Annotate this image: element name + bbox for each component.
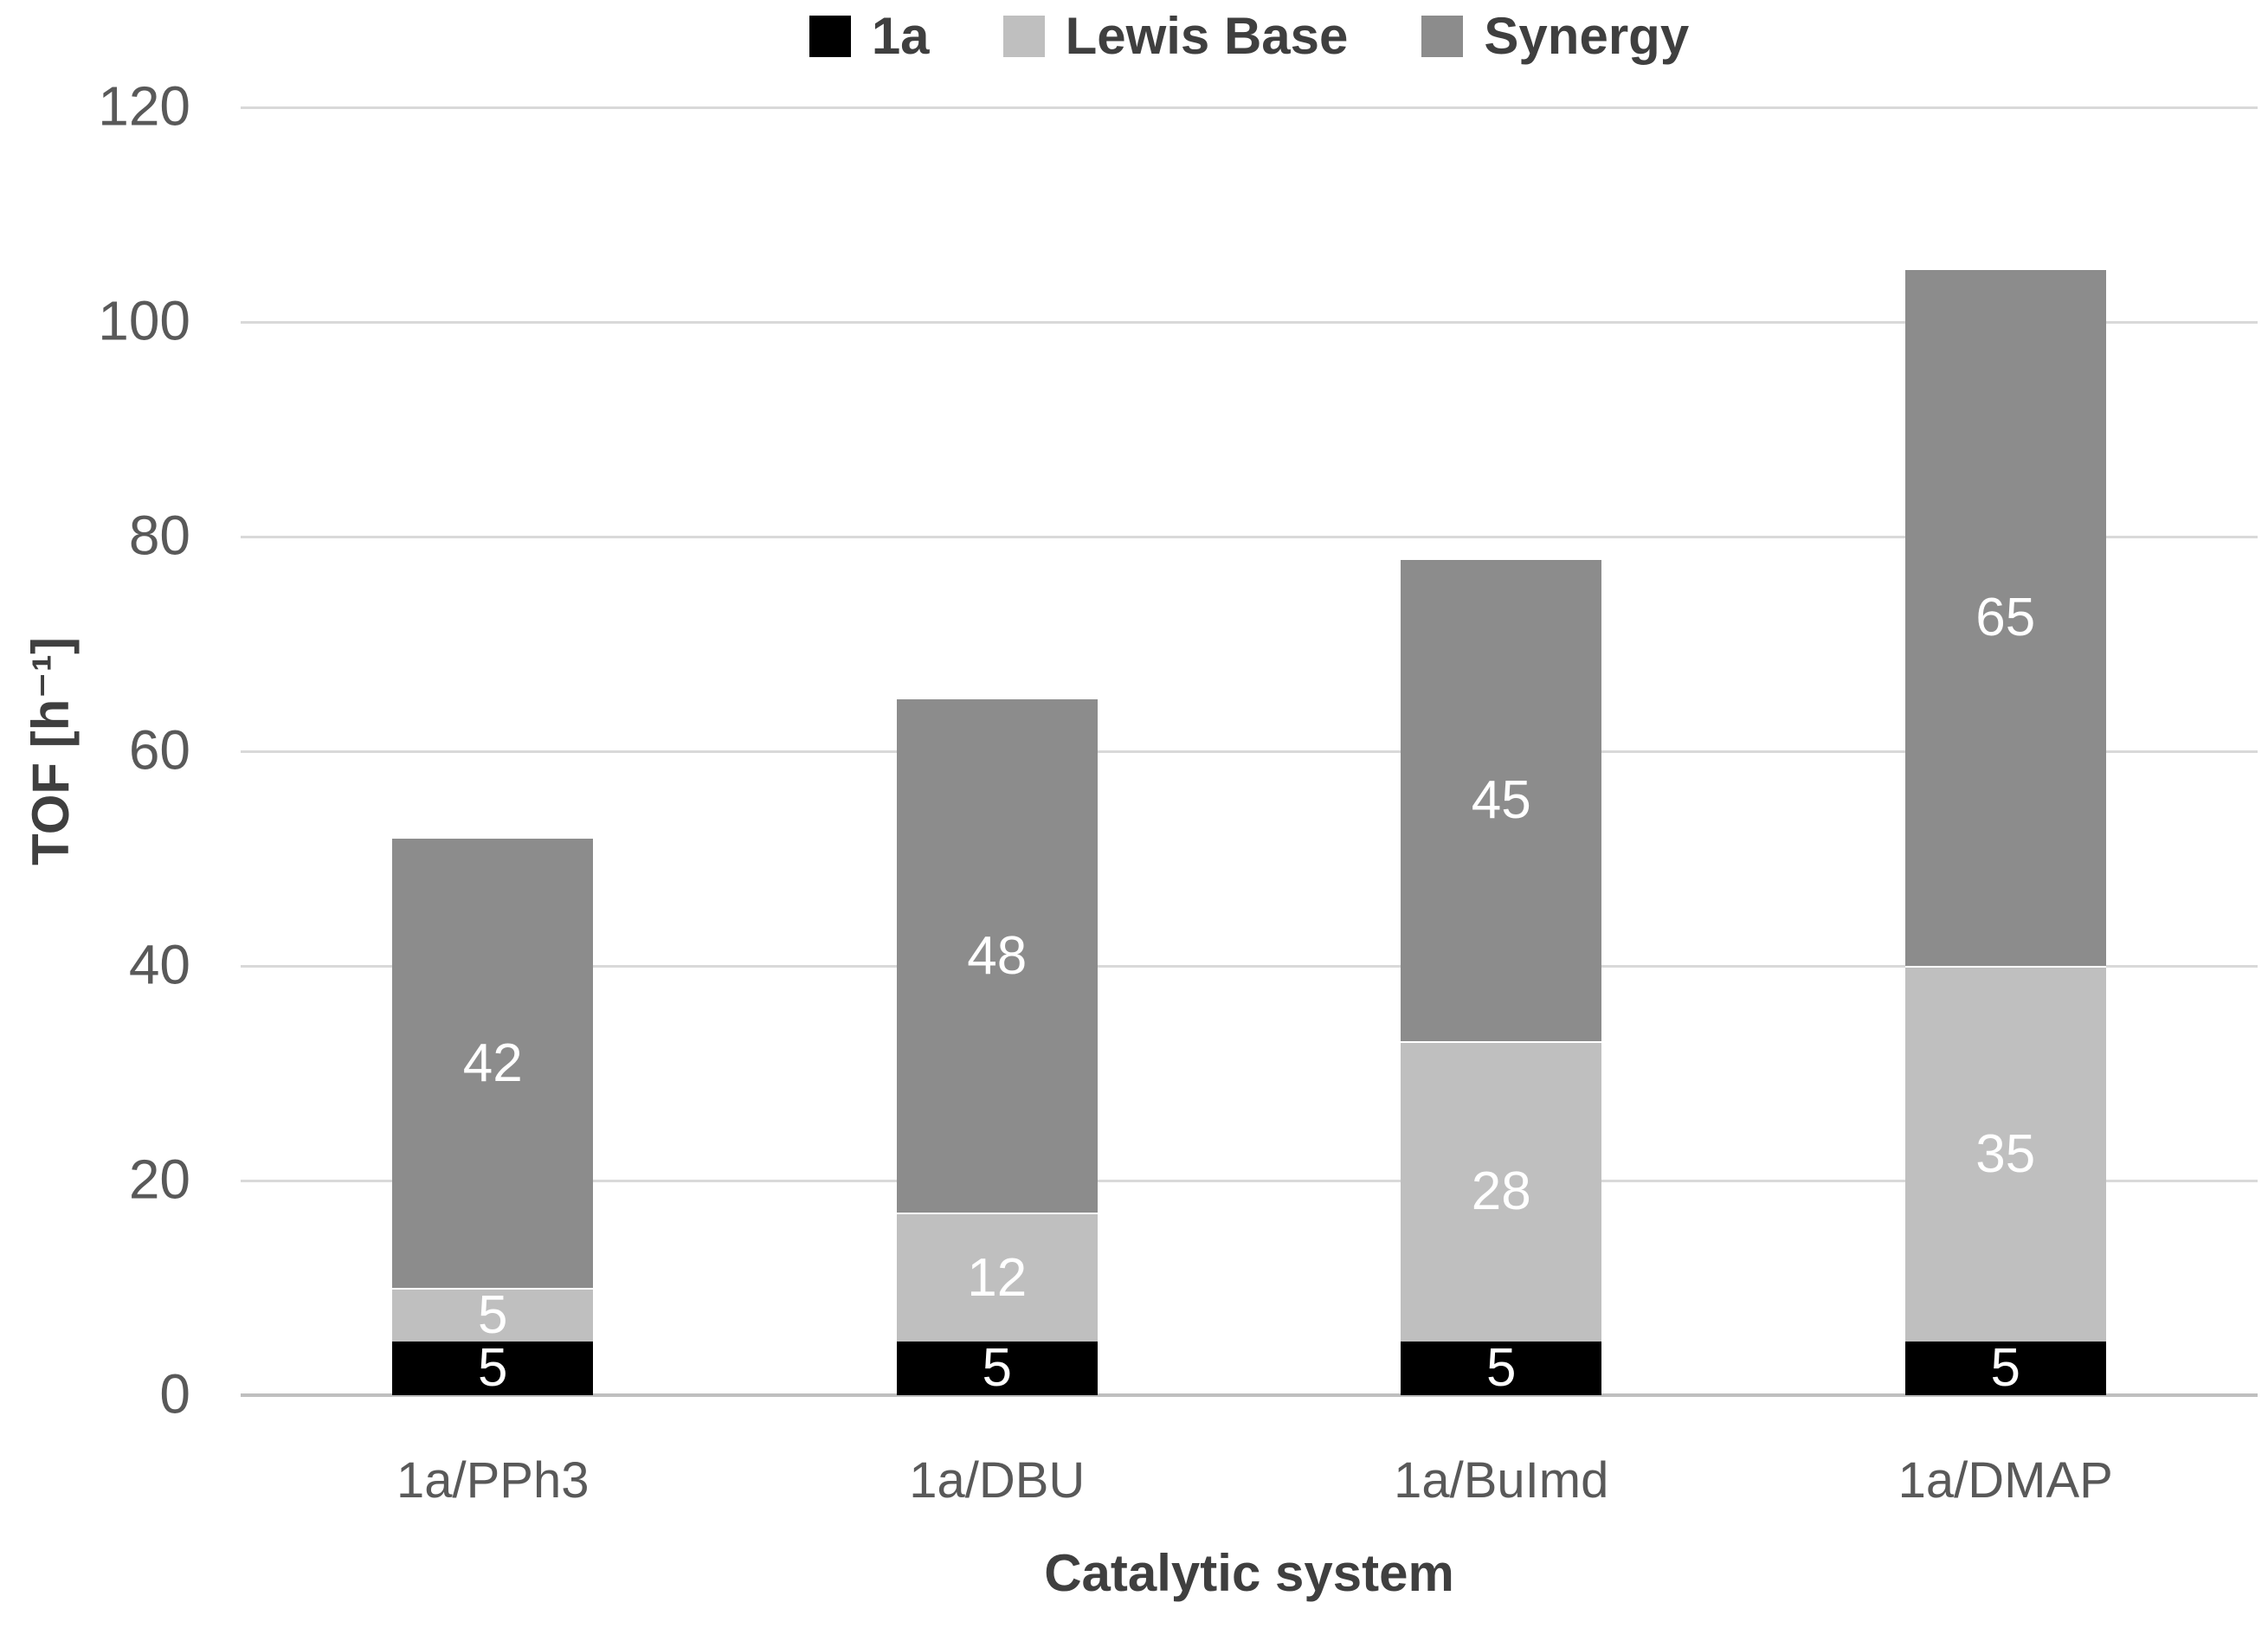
bar-segment-synergy: 48 — [896, 698, 1098, 1213]
y-tick-label: 40 — [128, 933, 190, 996]
gridline — [241, 320, 2258, 324]
y-tick-label: 100 — [98, 289, 190, 352]
legend-swatch-1a-icon — [809, 16, 851, 57]
y-tick-label: 120 — [98, 74, 190, 138]
bar-segment-lewis-base: 5 — [392, 1285, 594, 1345]
bar-segment-synergy: 45 — [1401, 557, 1602, 1041]
bar-segment-1a: 5 — [1904, 1338, 2106, 1398]
data-label: 42 — [462, 1033, 523, 1093]
legend-label: 1a — [871, 7, 930, 65]
gridline — [241, 750, 2258, 753]
bar-segment-synergy: 42 — [392, 837, 594, 1288]
legend-label: Lewis Base — [1065, 7, 1349, 65]
data-label: 12 — [967, 1247, 1028, 1308]
bar-segment-1a: 5 — [1401, 1338, 1602, 1398]
data-label: 5 — [478, 1338, 508, 1398]
gridline — [241, 535, 2258, 538]
bar-segment-lewis-base: 35 — [1904, 966, 2106, 1342]
gridline — [241, 964, 2258, 968]
legend: 1a Lewis Base Synergy — [241, 5, 2258, 68]
x-tick-label: 1a/DBU — [909, 1452, 1086, 1509]
legend-swatch-synergy-icon — [1421, 16, 1464, 57]
x-tick-label: 1a/DMAP — [1898, 1452, 2113, 1509]
bar-segment-synergy: 65 — [1904, 268, 2106, 966]
x-axis-title: Catalytic system — [1044, 1544, 1454, 1602]
legend-label: Synergy — [1484, 7, 1690, 65]
x-tick-label: 1a/PPh3 — [396, 1452, 590, 1509]
legend-swatch-lewis-base-icon — [1002, 16, 1045, 57]
data-label: 5 — [1486, 1338, 1517, 1398]
data-label: 28 — [1471, 1161, 1531, 1222]
gridline — [241, 106, 2258, 109]
bar-segment-1a: 5 — [392, 1338, 594, 1398]
data-label: 5 — [1990, 1338, 2020, 1398]
x-tick-label: 1a/BuImd — [1394, 1452, 1609, 1509]
x-axis-line — [241, 1393, 2258, 1397]
bar-segment-1a: 5 — [896, 1338, 1098, 1398]
y-tick-label: 80 — [128, 504, 190, 567]
data-label: 48 — [967, 925, 1028, 986]
data-label: 45 — [1471, 769, 1531, 830]
bar-segment-lewis-base: 28 — [1401, 1040, 1602, 1342]
data-label: 65 — [1975, 588, 2036, 647]
y-tick-label: 0 — [159, 1362, 190, 1425]
legend-item-1a: 1a — [809, 10, 930, 62]
legend-item-lewis-base: Lewis Base — [1002, 7, 1349, 65]
data-label: 5 — [478, 1285, 508, 1345]
y-tick-label: 20 — [128, 1148, 190, 1211]
bar-segment-lewis-base: 12 — [896, 1213, 1098, 1342]
legend-item-synergy: Synergy — [1421, 10, 1689, 62]
data-label: 35 — [1975, 1124, 2036, 1184]
data-label: 5 — [982, 1338, 1012, 1398]
gridline — [241, 1179, 2258, 1182]
y-tick-label: 60 — [128, 718, 190, 782]
